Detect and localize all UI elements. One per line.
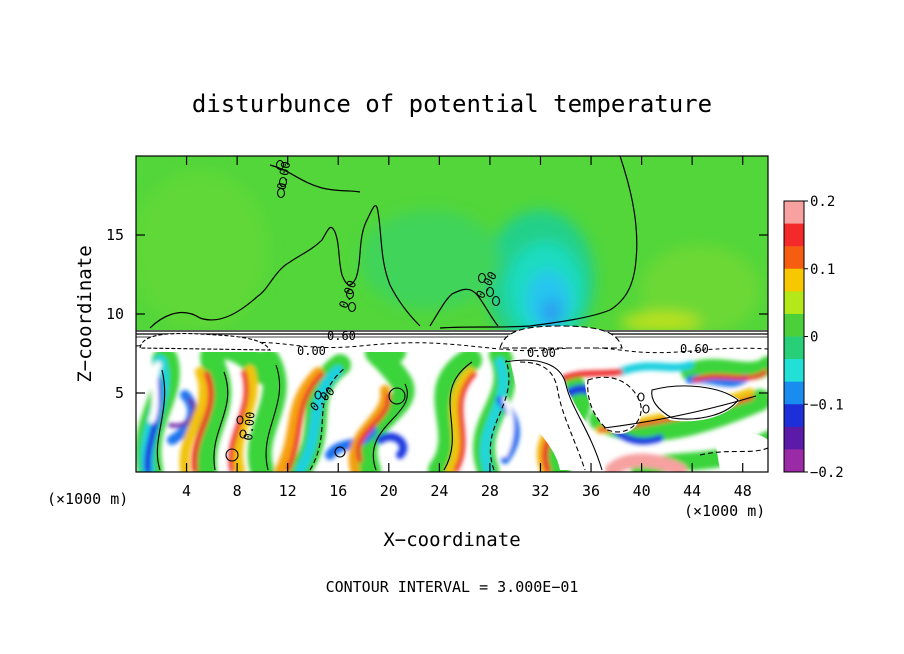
colorbar-swatch (784, 426, 804, 450)
upper-contours (149, 156, 638, 329)
upper-contour-rings (236, 159, 650, 439)
contour-label: 0.00 (527, 346, 556, 360)
colorbar-tick-label: 0.1 (810, 262, 835, 278)
x-tick-label: 40 (633, 482, 651, 500)
colorbar-tick-label: −0.2 (810, 465, 844, 481)
x-tick-label: 4 (182, 482, 191, 500)
colorbar-swatch (784, 291, 804, 315)
x-axis-unit-left: (×1000 m) (47, 490, 128, 508)
contour-label: 0.60 (680, 342, 709, 356)
colorbar-swatch (784, 246, 804, 270)
x-axis-label: X−coordinate (383, 529, 520, 551)
y-tick-label: 5 (115, 384, 124, 402)
colorbar: 0.2 0.1 0 −0.1 −0.2 (783, 194, 844, 481)
colorbar-swatches (784, 201, 804, 473)
plot-area: 0.60 0.00 0.00 0.60 0.00 0.00 0.00 0.00 … (136, 156, 768, 472)
colorbar-tick-label: −0.1 (810, 397, 844, 413)
colorbar-swatch (784, 313, 804, 337)
y-tick-label: 15 (106, 226, 124, 244)
y-tick-label: 10 (106, 305, 124, 323)
x-tick-label: 44 (683, 482, 701, 500)
x-tick-label: 16 (329, 482, 347, 500)
contour-label: 0.60 (327, 329, 356, 343)
colorbar-swatch (784, 223, 804, 247)
contour-label: 0.00 (297, 344, 326, 358)
x-tick-label: 12 (279, 482, 297, 500)
x-tick-label: 24 (430, 482, 448, 500)
x-tick-label: 20 (380, 482, 398, 500)
colorbar-swatch (784, 381, 804, 405)
x-axis-unit-right: (×1000 m) (684, 502, 765, 520)
colorbar-tick-label: 0 (810, 330, 818, 346)
upper-field (136, 156, 768, 330)
lower-field (136, 352, 768, 472)
colorbar-swatch (784, 201, 804, 225)
band-shapes (139, 325, 623, 351)
y-axis-label: Z−coordinate (74, 245, 96, 382)
x-tick-label: 28 (481, 482, 499, 500)
colorbar-ticks: 0.2 0.1 0 −0.1 −0.2 (804, 194, 844, 481)
colorbar-tick-label: 0.2 (810, 194, 835, 210)
x-tick-label: 32 (531, 482, 549, 500)
x-tick-label: 8 (233, 482, 242, 500)
x-axis: 4 8 12 16 20 24 28 32 36 40 44 48 (182, 156, 752, 500)
x-tick-label: 48 (734, 482, 752, 500)
colorbar-swatch (784, 336, 804, 360)
contour-label: 0.00 (241, 411, 257, 441)
colorbar-swatch (784, 449, 804, 473)
colorbar-swatch (784, 268, 804, 292)
colorbar-swatch (784, 404, 804, 428)
chart-title: disturbunce of potential temperature (192, 90, 712, 118)
y-axis: 5 10 15 (106, 226, 768, 402)
x-tick-label: 36 (582, 482, 600, 500)
contour-label: 0.00 (274, 160, 293, 191)
contour-interval-caption: CONTOUR INTERVAL = 3.000E−01 (326, 578, 579, 596)
colorbar-swatch (784, 359, 804, 383)
